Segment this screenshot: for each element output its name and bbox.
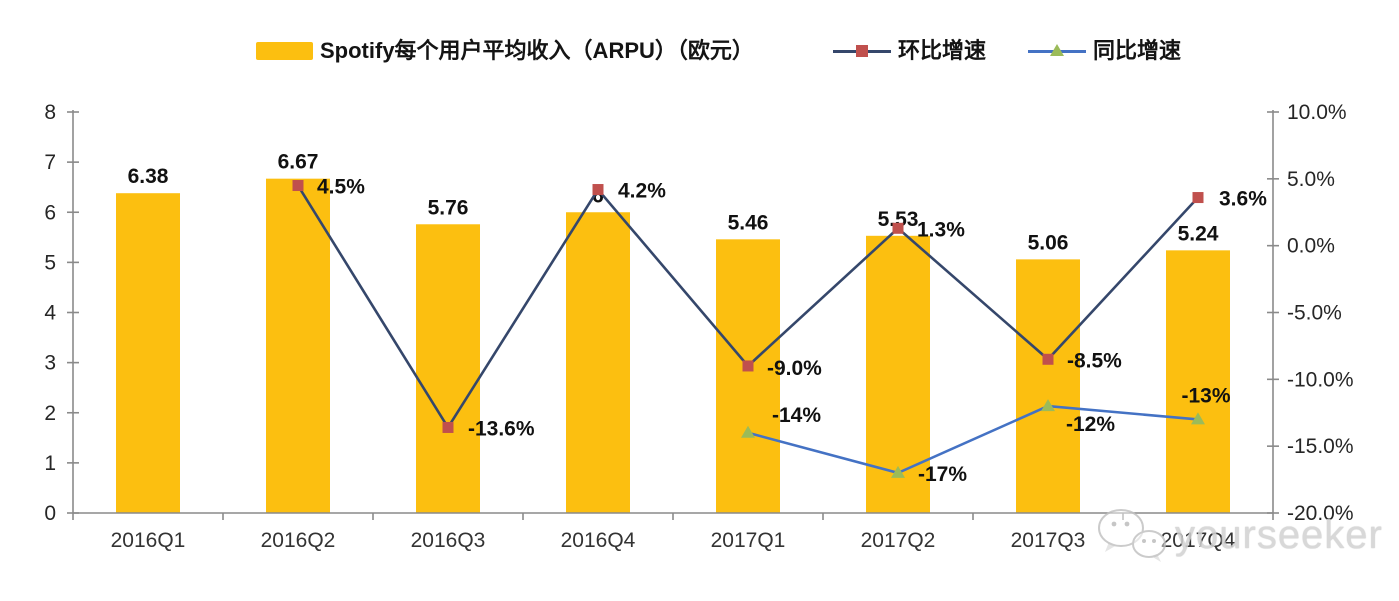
bar <box>266 178 330 513</box>
bar-value-label: 5.46 <box>728 211 769 234</box>
x-axis-label: 2017Q4 <box>1161 529 1236 552</box>
left-axis-tick-label: 1 <box>44 452 56 475</box>
qoq-marker <box>442 421 454 433</box>
bar-value-label: 6.38 <box>128 165 169 188</box>
left-axis-tick-label: 3 <box>44 352 56 375</box>
x-axis-label: 2016Q3 <box>411 529 486 552</box>
x-axis-label: 2016Q4 <box>561 529 636 552</box>
left-axis-tick-label: 8 <box>44 101 56 124</box>
yoy-marker <box>1041 399 1055 412</box>
legend-item-qoq[interactable]: 环比增速 <box>833 38 986 64</box>
legend-item-yoy[interactable]: 同比增速 <box>1028 38 1181 64</box>
legend-label-yoy: 同比增速 <box>1093 38 1182 63</box>
left-axis-tick-label: 2 <box>44 402 56 425</box>
yoy-marker <box>891 465 905 478</box>
line-square-marker-icon <box>833 44 891 57</box>
bar-value-label: 6.67 <box>278 151 319 174</box>
qoq-point-label: 4.5% <box>317 176 365 199</box>
qoq-point-label: 3.6% <box>1219 188 1267 211</box>
legend-label-qoq: 环比增速 <box>898 38 987 63</box>
bar <box>1166 250 1230 513</box>
bar <box>1016 259 1080 513</box>
qoq-marker <box>742 360 754 372</box>
qoq-point-label: -8.5% <box>1067 349 1122 372</box>
left-axis-tick-label: 4 <box>44 302 56 325</box>
left-axis-tick-label: 5 <box>44 251 56 274</box>
bar-value-label: 5.06 <box>1028 231 1069 254</box>
line-triangle-marker-icon <box>1028 43 1086 56</box>
bar <box>116 193 180 513</box>
legend-label-arpu: Spotify每个用户平均收入（ARPU）（欧元） <box>320 38 754 63</box>
right-axis-tick-label: -5.0% <box>1287 302 1342 325</box>
yoy-point-label: -12% <box>1066 413 1115 436</box>
x-axis-label: 2017Q1 <box>711 529 786 552</box>
yoy-point-label: -14% <box>772 404 821 427</box>
bar-swatch-icon <box>256 42 313 60</box>
qoq-marker <box>1042 353 1054 365</box>
yoy-marker <box>741 425 755 438</box>
qoq-marker <box>892 222 904 234</box>
bar-value-label: 5.53 <box>878 208 919 231</box>
bar <box>716 239 780 513</box>
qoq-point-label: -9.0% <box>767 357 822 380</box>
yoy-line <box>747 404 1199 475</box>
x-axis-label: 2017Q3 <box>1011 529 1086 552</box>
qoq-marker <box>592 184 604 196</box>
right-axis-tick-label: -15.0% <box>1287 435 1354 458</box>
qoq-marker <box>292 180 304 192</box>
right-axis-tick-label: -20.0% <box>1287 502 1354 525</box>
right-axis-tick-label: 0.0% <box>1287 235 1335 258</box>
qoq-point-label: 1.3% <box>917 218 965 241</box>
legend-item-arpu[interactable]: Spotify每个用户平均收入（ARPU）（欧元） <box>256 38 754 64</box>
bar <box>416 224 480 513</box>
qoq-point-label: 4.2% <box>618 180 666 203</box>
qoq-point-label: -13.6% <box>468 417 535 440</box>
qoq-marker <box>1192 192 1204 204</box>
right-axis-tick-label: -10.0% <box>1287 368 1354 391</box>
x-axis-label: 2016Q1 <box>111 529 186 552</box>
x-axis-label: 2016Q2 <box>261 529 336 552</box>
left-axis-tick-label: 0 <box>44 502 56 525</box>
bar-value-label: 5.24 <box>1178 222 1219 245</box>
yoy-point-label: -17% <box>918 463 967 486</box>
bar <box>566 212 630 513</box>
x-axis-label: 2017Q2 <box>861 529 936 552</box>
yoy-marker <box>1191 412 1205 425</box>
right-axis-tick-label: 10.0% <box>1287 101 1347 124</box>
bar-value-label: 6 <box>592 184 604 207</box>
bar-value-label: 5.76 <box>428 196 469 219</box>
yoy-point-label: -13% <box>1181 384 1230 407</box>
left-axis-tick-label: 6 <box>44 201 56 224</box>
right-axis-tick-label: 5.0% <box>1287 168 1335 191</box>
left-axis-tick-label: 7 <box>44 151 56 174</box>
